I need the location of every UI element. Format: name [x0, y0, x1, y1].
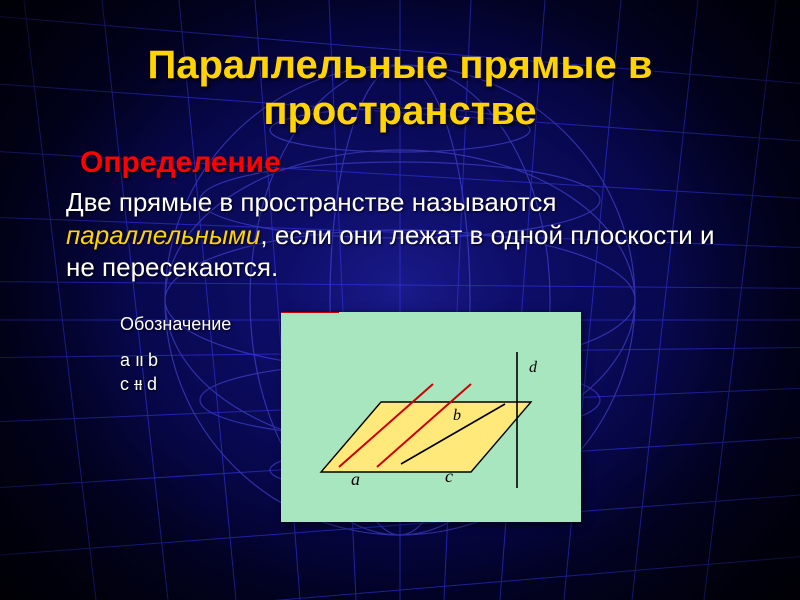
def-pre: Две прямые в пространстве называются	[66, 187, 556, 217]
svg-text:b: b	[453, 407, 461, 424]
notation-line-2: c ıı d	[120, 372, 231, 396]
notation-block: Обозначение a ıı b c ıı d	[120, 312, 231, 397]
slide-title: Параллельные прямые в пространстве	[60, 42, 740, 134]
svg-text:d: d	[529, 359, 538, 376]
notation-label: Обозначение	[120, 312, 231, 336]
lower-row: Обозначение a ıı b c ıı d a b c d	[120, 312, 740, 522]
plane-shape	[321, 402, 531, 472]
svg-text:a: a	[351, 469, 360, 489]
notation-line-1: a ıı b	[120, 348, 231, 372]
diagram: a b c d	[281, 312, 581, 522]
svg-text:c: c	[445, 466, 453, 486]
definition-text: Две прямые в пространстве называются пар…	[66, 186, 740, 284]
slide-content: Параллельные прямые в пространстве Опред…	[0, 0, 800, 600]
slide-subtitle: Определение	[80, 146, 740, 180]
def-highlight: параллельными	[66, 220, 260, 250]
